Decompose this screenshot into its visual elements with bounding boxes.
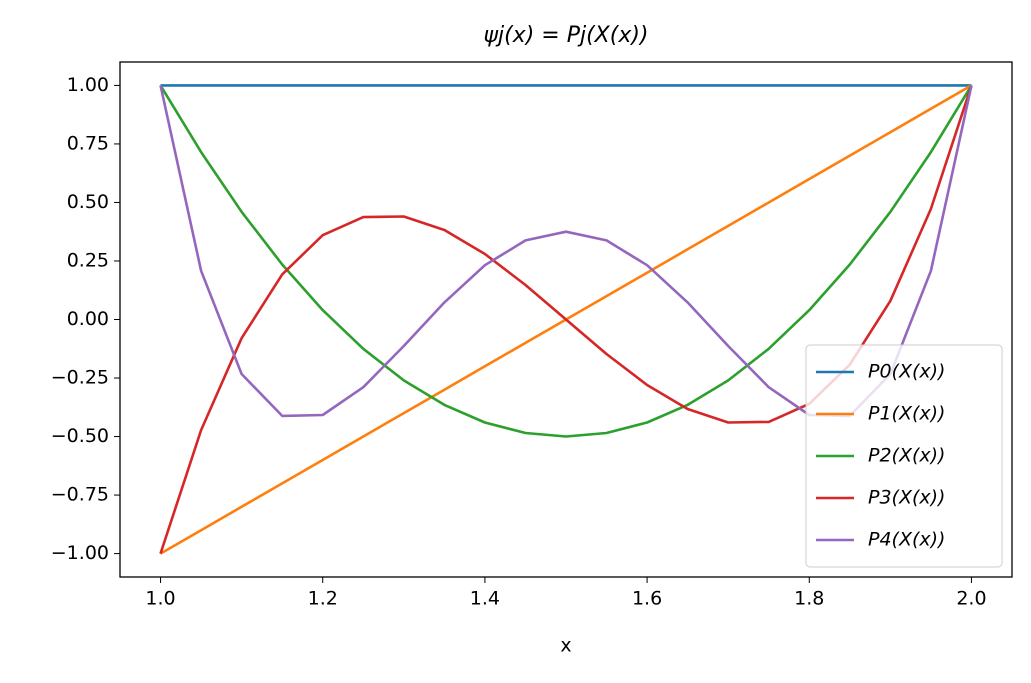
- y-tick-label: 0.00: [67, 308, 109, 330]
- y-tick-label: 0.25: [67, 249, 109, 271]
- line-series: [159, 84, 973, 438]
- legend-box: [805, 344, 1003, 568]
- y-tick-label: −1.00: [51, 542, 109, 564]
- y-tick-label: −0.25: [51, 367, 109, 389]
- x-axis-label: x: [560, 635, 571, 657]
- y-tick-label: 0.75: [67, 132, 109, 154]
- plot-frame: [119, 61, 1013, 578]
- y-tick-label: 1.00: [67, 74, 109, 96]
- legend-label: P0(X(x)): [868, 361, 945, 383]
- x-tick-label: 1.6: [632, 588, 662, 610]
- x-tick-label: 1.0: [145, 588, 175, 610]
- legend-label: P2(X(x)): [868, 445, 945, 467]
- y-tick-label: 0.50: [67, 191, 109, 213]
- x-tick-label: 2.0: [956, 588, 986, 610]
- y-tick-label: −0.75: [51, 484, 109, 506]
- legend-label: P1(X(x)): [868, 403, 945, 425]
- x-tick-label: 1.8: [794, 588, 824, 610]
- y-tick-label: −0.50: [51, 425, 109, 447]
- legend-label: P3(X(x)): [868, 487, 945, 509]
- x-tick-label: 1.4: [470, 588, 500, 610]
- legend: P0(X(x)) P1(X(x)) P2(X(x)) P3(X(x)) P4(X(x)): [805, 344, 1003, 568]
- x-tick-label: 1.2: [308, 588, 338, 610]
- legend-label: P4(X(x)): [868, 529, 945, 551]
- chart-title: ψj(x) = Pj(X(x)): [483, 23, 648, 48]
